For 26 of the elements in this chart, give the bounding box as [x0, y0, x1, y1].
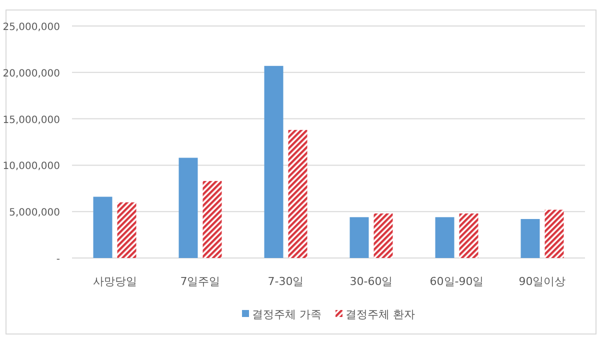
bar [520, 219, 540, 258]
legend-label: 결정주체 가족 [252, 308, 322, 321]
bar [178, 158, 198, 258]
y-tick-label: 25,000,000 [2, 22, 60, 33]
bar [288, 130, 308, 258]
bar [117, 202, 136, 258]
x-tick-label: 30-60일 [350, 275, 393, 288]
y-tick-label: 20,000,000 [2, 68, 60, 80]
y-tick-label: 15,000,000 [2, 114, 60, 126]
y-tick-label: 5,000,000 [9, 208, 60, 219]
x-tick-label: 90일이상 [518, 275, 566, 288]
legend-label: 결정주체 환자 [346, 308, 415, 321]
y-tick-label: - [56, 254, 60, 265]
x-tick-label: 60일-90일 [430, 275, 484, 288]
bar [93, 196, 112, 258]
bar [202, 180, 222, 258]
bar [544, 210, 564, 258]
bar [264, 66, 284, 258]
x-tick-label: 7-30일 [268, 275, 304, 288]
y-tick-label: 10,000,000 [2, 161, 60, 172]
bar [374, 213, 393, 258]
bar [459, 213, 478, 258]
x-tick-label: 사망당일 [92, 275, 137, 288]
bar [350, 217, 369, 258]
x-tick-label: 7일주일 [180, 275, 220, 288]
bar [435, 217, 454, 258]
